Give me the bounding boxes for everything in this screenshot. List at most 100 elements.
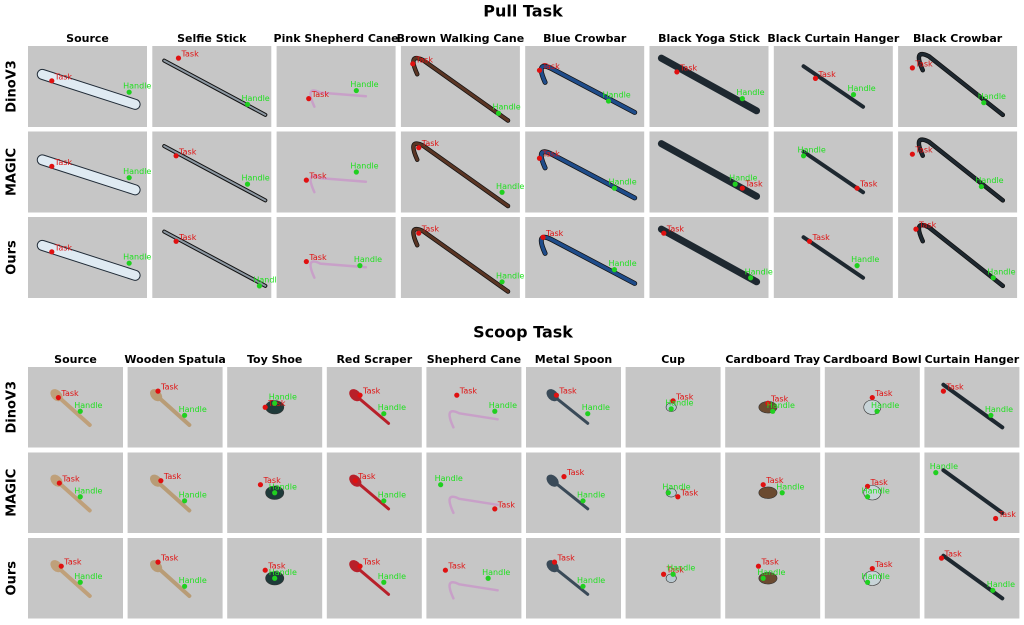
handle-label: Handle xyxy=(985,405,1013,414)
handle-point xyxy=(77,408,83,414)
task-point xyxy=(306,96,312,102)
handle-point xyxy=(126,89,132,95)
cell-background xyxy=(326,452,422,533)
cell-background xyxy=(127,367,223,448)
task-label: Task xyxy=(817,70,836,79)
task-label: Task xyxy=(945,383,964,392)
handle-label: Handle xyxy=(253,275,281,284)
task-point xyxy=(760,482,766,488)
handle-label: Handle xyxy=(242,174,270,183)
task-label: Task xyxy=(675,392,694,401)
handle-label: Handle xyxy=(975,176,1003,185)
object xyxy=(801,235,866,280)
handle-label: Handle xyxy=(729,174,757,183)
task-label: Task xyxy=(666,225,685,234)
column-header: Brown Walking Cane xyxy=(397,32,525,45)
handle-label: Handle xyxy=(577,576,605,585)
handle-label: Handle xyxy=(608,259,636,268)
handle-label: Handle xyxy=(862,572,890,581)
task-label: Task xyxy=(870,478,889,487)
handle-point xyxy=(126,175,132,181)
task-label: Task xyxy=(874,560,893,569)
handle-label: Handle xyxy=(179,405,207,414)
task-label: Task xyxy=(421,225,440,234)
task-label: Task xyxy=(308,253,327,262)
handle-point xyxy=(864,494,871,500)
task-point xyxy=(357,392,363,398)
task-point xyxy=(262,404,268,410)
object xyxy=(411,227,510,294)
cell-background xyxy=(127,452,223,533)
task-point xyxy=(869,565,875,572)
task-point xyxy=(540,234,546,240)
handle-label: Handle xyxy=(767,401,795,410)
handle-point xyxy=(732,181,738,187)
handle-point xyxy=(244,101,251,107)
handle-point xyxy=(495,110,502,116)
task-point xyxy=(806,238,813,244)
handle-point xyxy=(854,263,860,269)
column-header: Blue Crowbar xyxy=(543,32,627,45)
handle-label: Handle xyxy=(662,482,690,491)
object xyxy=(758,486,778,499)
handle-label: Handle xyxy=(492,103,520,112)
task-label: Task xyxy=(666,566,685,575)
object xyxy=(353,393,391,425)
handle-label: Handle xyxy=(851,255,879,264)
cell-background xyxy=(28,452,123,533)
column-header: Source xyxy=(54,353,97,366)
task-label: Task xyxy=(308,172,327,181)
handle-point xyxy=(381,498,387,504)
object xyxy=(758,572,778,585)
task-point xyxy=(55,394,62,401)
handle-label: Handle xyxy=(978,92,1006,101)
row-label: MAGIC xyxy=(5,148,20,196)
task-label: Task xyxy=(160,383,179,392)
task-point xyxy=(58,563,64,569)
task-point xyxy=(303,177,309,183)
task-label: Task xyxy=(311,90,330,99)
handle-point xyxy=(499,279,505,285)
handle-point xyxy=(580,498,586,504)
handle-label: Handle xyxy=(435,474,463,483)
handle-point xyxy=(988,412,994,418)
handle-point xyxy=(492,408,498,414)
task-point xyxy=(670,398,676,404)
task-label: Task xyxy=(918,221,937,230)
task-point xyxy=(551,559,558,565)
cell-background xyxy=(276,46,396,127)
handle-label: Handle xyxy=(179,490,207,499)
task-point xyxy=(765,400,771,406)
cell-background xyxy=(127,538,223,619)
task-point xyxy=(869,394,875,401)
handle-label: Handle xyxy=(378,403,406,412)
task-label: Task xyxy=(262,476,281,485)
task-label: Task xyxy=(557,554,576,563)
handle-label: Handle xyxy=(354,255,382,264)
image-cell: Task Handle xyxy=(824,538,920,619)
column-header: Black Curtain Hanger xyxy=(767,32,899,45)
task-point xyxy=(416,230,422,236)
task-point xyxy=(755,563,762,569)
task-label: Task xyxy=(160,554,179,563)
handle-point xyxy=(272,400,278,406)
handle-label: Handle xyxy=(378,490,406,499)
task-point xyxy=(352,478,358,484)
cell-background xyxy=(326,367,422,448)
handle-point xyxy=(585,411,591,417)
